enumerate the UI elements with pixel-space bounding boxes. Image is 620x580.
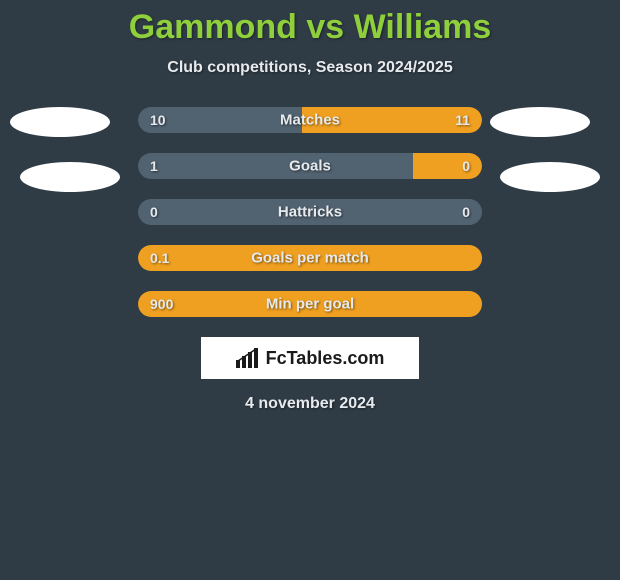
stat-bar: 900 Min per goal xyxy=(138,291,482,317)
bar-center-label: Matches xyxy=(280,112,340,129)
stat-bar: 0 Hattricks 0 xyxy=(138,199,482,225)
bar-left-value: 900 xyxy=(150,296,173,312)
bar-right-value: 0 xyxy=(462,204,470,220)
bar-left-value: 0.1 xyxy=(150,250,169,266)
bar-center-label: Goals xyxy=(289,158,331,175)
stats-area: 10Matches111Goals00Hattricks00.1Goals pe… xyxy=(0,107,620,317)
stat-bar: 0.1 Goals per match xyxy=(138,245,482,271)
bar-right-value: 11 xyxy=(455,112,470,128)
bar-right-value: 0 xyxy=(462,158,470,174)
bar-center-label: Min per goal xyxy=(266,296,354,313)
fctables-logo: FcTables.com xyxy=(201,337,419,379)
page-title: Gammond vs Williams xyxy=(0,0,620,47)
comparison-infographic: Gammond vs Williams Club competitions, S… xyxy=(0,0,620,580)
bars-container: 10Matches111Goals00Hattricks00.1Goals pe… xyxy=(10,107,610,317)
bar-left-value: 10 xyxy=(150,112,166,128)
logo-text: FcTables.com xyxy=(266,348,385,369)
bar-right-fill xyxy=(413,153,482,179)
bar-left-value: 1 xyxy=(150,158,158,174)
stat-bar: 1 Goals 0 xyxy=(138,153,482,179)
bar-left-fill xyxy=(138,153,399,179)
page-subtitle: Club competitions, Season 2024/2025 xyxy=(0,59,620,77)
bar-left-value: 0 xyxy=(150,204,158,220)
date-text: 4 november 2024 xyxy=(0,395,620,413)
bar-center-label: Goals per match xyxy=(251,250,369,267)
chart-icon xyxy=(236,348,260,368)
stat-bar: 10 Matches 11 xyxy=(138,107,482,133)
bar-center-label: Hattricks xyxy=(278,204,342,221)
